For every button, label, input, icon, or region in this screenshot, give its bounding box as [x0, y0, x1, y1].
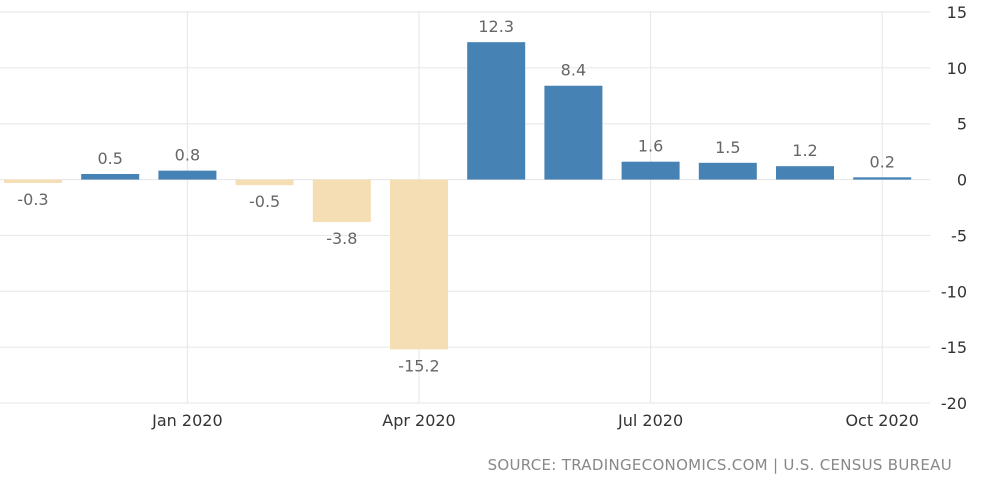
- data-label: -0.5: [249, 192, 280, 211]
- bar: [621, 161, 680, 180]
- data-label: 1.2: [792, 141, 817, 160]
- y-tick-label: 5: [957, 115, 967, 134]
- data-label: 1.5: [715, 138, 740, 157]
- y-tick-label: -5: [951, 226, 967, 245]
- data-label: -3.8: [326, 229, 357, 248]
- y-tick-label: -10: [941, 282, 967, 301]
- bar: [158, 170, 217, 180]
- y-tick-label: -20: [941, 394, 967, 413]
- bar: [235, 179, 294, 186]
- y-axis-ticks: 15 10 5 0 -5 -10 -15 -20: [941, 3, 967, 413]
- data-label: 8.4: [561, 61, 586, 80]
- bar: [776, 166, 834, 180]
- x-tick-label: Apr 2020: [382, 411, 455, 430]
- y-tick-label: -15: [941, 338, 967, 357]
- bar: [390, 179, 448, 350]
- data-labels: -0.3 0.5 0.8 -0.5 -3.8 -15.2 12.3 8.4 1.6 1.5 1.2 0…: [17, 17, 895, 375]
- bar: [467, 42, 526, 180]
- source-note: SOURCE: TRADINGECONOMICS.COM | U.S. CENS…: [487, 456, 952, 474]
- x-tick-label: Oct 2020: [845, 411, 918, 430]
- grid-lines: [0, 11, 930, 404]
- bar: [698, 162, 757, 180]
- data-label: 1.6: [638, 137, 663, 156]
- bar: [544, 85, 603, 180]
- data-label: 12.3: [478, 17, 514, 36]
- x-tick-label: Jul 2020: [617, 411, 683, 430]
- y-tick-label: 15: [947, 3, 967, 22]
- y-tick-label: 10: [947, 59, 967, 78]
- y-tick-label: 0: [957, 171, 967, 190]
- data-label: 0.5: [97, 149, 122, 168]
- bars: [4, 42, 912, 350]
- data-label: 0.8: [175, 146, 200, 165]
- x-axis-ticks: Jan 2020 Apr 2020 Jul 2020 Oct 2020: [151, 411, 919, 430]
- bar: [81, 173, 140, 180]
- bar: [4, 179, 62, 183]
- data-label: 0.2: [869, 152, 894, 171]
- data-label: -0.3: [17, 190, 48, 209]
- bar: [853, 177, 912, 180]
- x-tick-label: Jan 2020: [151, 411, 222, 430]
- data-label: -15.2: [398, 356, 439, 375]
- bar: [312, 179, 371, 223]
